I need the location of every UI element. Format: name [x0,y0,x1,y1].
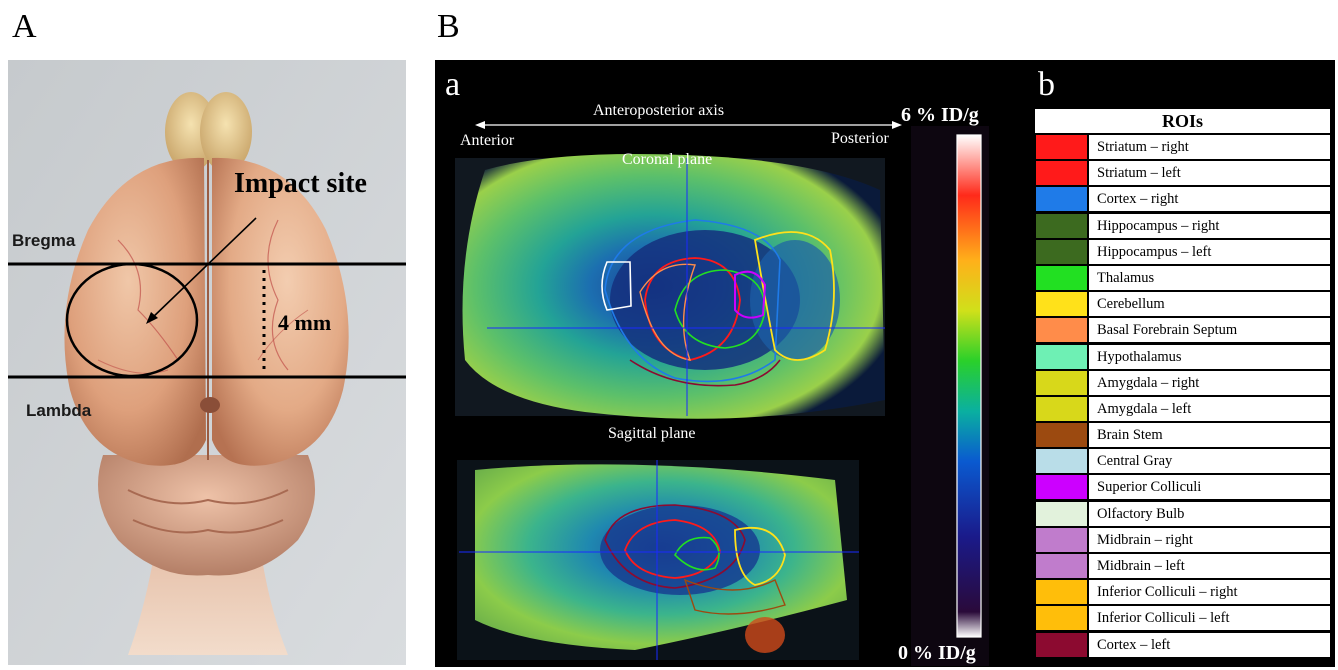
axis-label: Anteroposterior axis [593,102,725,119]
legend-item-label: Hippocampus – right [1089,213,1330,238]
legend-item: Inferior Colliculi – right [1034,579,1331,605]
legend-item: Amygdala – right [1034,370,1331,396]
legend-item: Superior Colliculi [1034,474,1331,500]
legend-item-label: Inferior Colliculi – right [1089,580,1330,605]
legend-swatch [1036,396,1087,421]
panel-label-a-upper: A [12,8,37,45]
brain-photo: Impact site Bregma Lambda 4 mm [8,60,406,665]
legend-item-label: Cortex – right [1089,187,1330,212]
legend-item-label: Cortex – left [1089,632,1330,657]
legend-swatch [1036,527,1087,552]
panel-label-b-upper: B [437,8,460,45]
legend-swatch [1036,554,1087,578]
panel-label-b-lower: b [1038,66,1055,103]
coronal-plane-label: Coronal plane [622,151,713,168]
legend-swatch [1036,632,1087,657]
sagittal-plane-label: Sagittal plane [608,425,696,442]
legend-swatch [1036,292,1087,317]
bregma-label: Bregma [12,231,76,250]
legend-item: Midbrain – left [1034,553,1331,579]
legend-swatch [1036,606,1087,631]
anterior-label: Anterior [460,132,515,149]
scale-min-label: 0 % ID/g [898,642,976,664]
legend-item: Hippocampus – left [1034,239,1331,265]
legend-item: Cortex – right [1034,186,1331,212]
legend-swatch [1036,239,1087,264]
legend-swatch [1036,161,1087,186]
legend-item: Striatum – right [1034,134,1331,160]
impact-site-label: Impact site [234,168,367,199]
legend-item: Cerebellum [1034,291,1331,317]
legend-item: Olfactory Bulb [1034,501,1331,527]
legend-item: Basal Forebrain Septum [1034,317,1331,343]
legend-swatch [1036,475,1087,500]
legend-item-label: Midbrain – right [1089,527,1330,552]
legend-swatch [1036,318,1087,343]
legend-swatch [1036,580,1087,605]
legend-swatch [1036,213,1087,238]
legend-item-label: Thalamus [1089,265,1330,290]
legend-swatch [1036,370,1087,395]
legend-item: Midbrain – right [1034,527,1331,553]
panel-label-a-lower: a [445,66,461,103]
legend-item-label: Midbrain – left [1089,554,1330,578]
legend-item: Striatum – left [1034,160,1331,186]
lambda-label: Lambda [26,401,92,420]
legend-swatch [1036,135,1087,159]
legend-swatch [1036,501,1087,526]
legend-item: Amygdala – left [1034,396,1331,422]
legend-item-label: Hypothalamus [1089,344,1330,369]
legend-item: Hypothalamus [1034,344,1331,370]
legend-swatch [1036,187,1087,212]
legend-item-label: Brain Stem [1089,423,1330,448]
distance-label: 4 mm [278,310,331,335]
posterior-label: Posterior [831,130,889,147]
legend-swatch [1036,423,1087,448]
legend-item-label: Central Gray [1089,449,1330,474]
legend-item: Thalamus [1034,265,1331,291]
legend-item-label: Striatum – right [1089,135,1330,159]
legend-item: Inferior Colliculi – left [1034,605,1331,631]
legend-item-label: Amygdala – left [1089,396,1330,421]
legend-item-label: Basal Forebrain Septum [1089,318,1330,343]
legend-item-label: Superior Colliculi [1089,475,1330,500]
legend-item: Central Gray [1034,448,1331,474]
pet-figure-panel: a b Anteroposterior axis Anterior Poster… [435,60,1335,667]
legend-swatch [1036,344,1087,369]
legend-swatch [1036,265,1087,290]
legend-item: Cortex – left [1034,632,1331,658]
legend-item: Hippocampus – right [1034,213,1331,239]
legend-item: Brain Stem [1034,422,1331,448]
legend-item-label: Inferior Colliculi – left [1089,606,1330,631]
roi-legend: ROIs Striatum – right Striatum – left Cort… [1034,108,1331,658]
legend-title: ROIs [1034,108,1331,134]
legend-swatch [1036,449,1087,474]
pet-images [455,121,989,666]
brain-photo-illustration: Impact site Bregma Lambda 4 mm [8,60,406,665]
legend-item-label: Hippocampus – left [1089,239,1330,264]
legend-item-label: Cerebellum [1089,292,1330,317]
legend-item-label: Amygdala – right [1089,370,1330,395]
legend-item-label: Olfactory Bulb [1089,501,1330,526]
scale-max-label: 6 % ID/g [901,104,979,126]
legend-item-label: Striatum – left [1089,161,1330,186]
